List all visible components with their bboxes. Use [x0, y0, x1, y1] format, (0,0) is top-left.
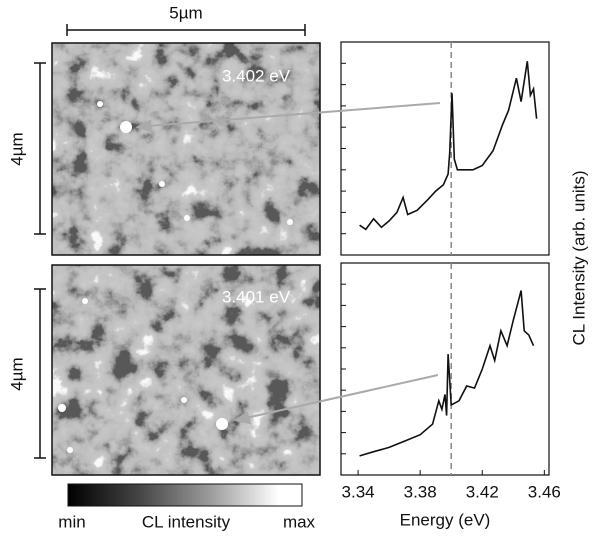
colorbar — [67, 483, 303, 507]
x-tick-label: 3.34 — [342, 482, 375, 501]
scale-y-label: 4µm — [7, 357, 26, 390]
x-tick-label: 3.46 — [528, 482, 561, 501]
map-frame — [51, 264, 321, 476]
spectrum-line — [359, 290, 535, 457]
y-axis-label: CL Intensity (arb. units) — [569, 170, 588, 345]
map-label: 3.402 eV — [222, 66, 291, 85]
map-label: 3.401 eV — [222, 287, 291, 306]
spectrum-line — [359, 61, 538, 231]
scale-bars — [34, 24, 306, 459]
plot-frame — [340, 41, 550, 256]
spectra: 3.34 3.38 3.42 3.46 Energy (eV) — [340, 41, 561, 529]
scale-x-label: 5µm — [169, 3, 202, 22]
bright-spots — [58, 101, 293, 453]
colorbar-min: min — [58, 512, 85, 531]
arrows — [135, 102, 441, 425]
scale-y-label: 4µm — [7, 132, 26, 165]
colorbar-max: max — [283, 512, 316, 531]
x-tick-label: 3.42 — [466, 482, 499, 501]
cl-map — [52, 265, 320, 475]
map-frame — [51, 42, 321, 256]
x-tick-label: 3.38 — [404, 482, 437, 501]
plot-frame — [340, 262, 550, 476]
colorbar-title: CL intensity — [142, 512, 231, 531]
x-axis-label: Energy (eV) — [400, 510, 491, 529]
